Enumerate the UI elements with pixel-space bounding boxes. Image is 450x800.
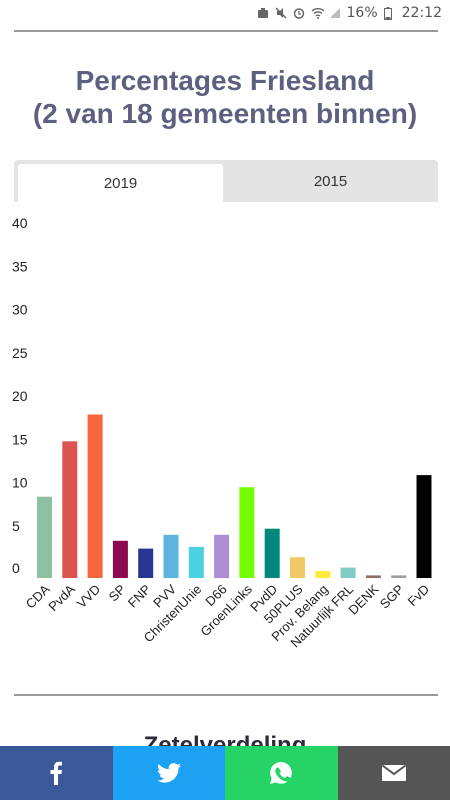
bar-groenlinks[interactable] (239, 487, 255, 578)
bar-d66[interactable] (214, 534, 230, 579)
tab-2015[interactable]: 2015 (313, 172, 348, 190)
facebook-share-button[interactable] (0, 746, 113, 800)
y-tick-label: 0 (12, 560, 20, 576)
page-title: Percentages Friesland (2 van 18 gemeente… (0, 64, 450, 130)
battery-icon (383, 7, 396, 20)
signal-icon (329, 7, 341, 19)
whatsapp-share-button[interactable] (225, 746, 338, 800)
y-tick-label: 10 (12, 475, 28, 491)
bar-sp[interactable] (112, 540, 128, 578)
share-bar (0, 746, 450, 800)
y-tick-label: 5 (12, 518, 20, 534)
twitter-icon (156, 763, 181, 783)
email-share-button[interactable] (337, 746, 450, 800)
y-tick-label: 20 (12, 388, 28, 404)
clock: 22:12 (401, 5, 442, 21)
facebook-icon (50, 761, 63, 785)
bar-50plus[interactable] (290, 557, 305, 578)
bar-prov-belang[interactable] (315, 571, 331, 578)
bar-cda[interactable] (37, 496, 52, 578)
android-system-icon (257, 7, 269, 19)
x-tick-label: VVD (74, 582, 104, 612)
wifi-icon (311, 7, 324, 19)
bar-vvd[interactable] (87, 414, 103, 579)
y-tick-label: 40 (12, 215, 28, 231)
bar-pvda[interactable] (62, 441, 78, 578)
page-title-line2: (2 van 18 gemeenten binnen) (32, 98, 418, 129)
bar-christenunie[interactable] (188, 546, 204, 578)
x-tick-label: SGP (377, 582, 407, 612)
bar-pvdd[interactable] (264, 528, 280, 578)
bar-denk[interactable] (365, 575, 381, 578)
mute-icon (274, 7, 287, 19)
x-tick-label: PvdA (45, 581, 78, 614)
y-tick-label: 25 (12, 345, 28, 361)
x-tick-label: FNP (125, 582, 154, 611)
tab-2019[interactable]: 2019 (18, 164, 223, 202)
status-bar: 16% 22:12 (0, 0, 450, 26)
y-axis: 0 5 10 15 20 25 30 35 40 (12, 215, 28, 576)
bar-fnp[interactable] (138, 548, 154, 578)
envelope-icon (381, 764, 406, 781)
page-title-line1: Percentages Friesland (75, 65, 375, 96)
bar-fvd[interactable] (416, 475, 432, 578)
alarm-icon (293, 7, 305, 19)
battery-percentage: 16% (346, 5, 378, 21)
whatsapp-icon (270, 762, 293, 784)
y-tick-label: 30 (12, 302, 28, 318)
top-divider (14, 30, 438, 32)
y-tick-label: 35 (12, 258, 28, 274)
year-tabs: 2019 2015 (14, 160, 438, 202)
x-tick-label: FvD (405, 582, 432, 609)
y-tick-label: 15 (12, 431, 28, 447)
bar-natuurlijk-frl[interactable] (340, 567, 356, 578)
bars (37, 414, 432, 579)
bar-sgp[interactable] (391, 575, 407, 578)
bottom-divider (14, 694, 438, 696)
twitter-share-button[interactable] (112, 746, 225, 800)
bar-pvv[interactable] (163, 534, 179, 579)
